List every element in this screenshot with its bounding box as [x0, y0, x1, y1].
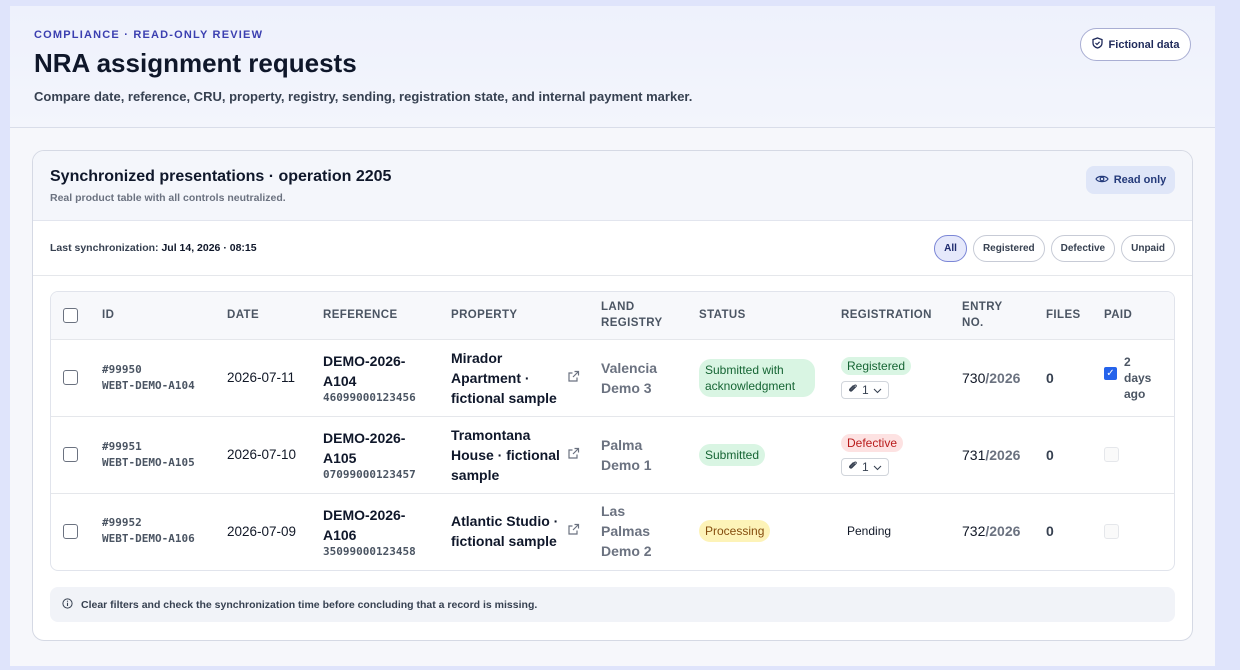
- filter-chips: All Registered Defective Unpaid: [934, 235, 1175, 262]
- row-files: 0: [1046, 523, 1054, 540]
- col-files: FILES: [1046, 292, 1104, 340]
- row-date: 2026-07-09: [227, 523, 297, 539]
- status-badge: Submitted: [699, 443, 766, 466]
- info-notice: Clear filters and check the synchronizat…: [50, 587, 1175, 622]
- row-property: Tramontana House · fictional sample: [451, 426, 560, 483]
- row-checkbox[interactable]: [63, 447, 78, 463]
- info-icon: [62, 597, 73, 612]
- col-land-registry: LAND REGISTRY: [601, 292, 699, 340]
- row-registry: Palma Demo 1: [601, 436, 652, 473]
- registration-badge: Registered: [841, 356, 912, 375]
- attachments-dropdown[interactable]: 1: [841, 380, 889, 399]
- card-title: Synchronized presentations · operation 2…: [50, 168, 392, 185]
- eyebrow-label: COMPLIANCE · READ-ONLY REVIEW: [34, 29, 264, 41]
- eye-icon: [1095, 174, 1109, 187]
- presentations-card: Synchronized presentations · operation 2…: [32, 150, 1193, 641]
- attachments-count: 1: [862, 382, 869, 397]
- col-entry-no: ENTRY NO.: [962, 292, 1046, 340]
- sync-info: Last synchronization: Jul 14, 2026 · 08:…: [50, 242, 257, 254]
- paid-cell: [1104, 447, 1174, 462]
- sync-bar: Last synchronization: Jul 14, 2026 · 08:…: [33, 221, 1192, 276]
- sync-label: Last synchronization:: [50, 242, 159, 254]
- table-row[interactable]: #99951 WEBT-DEMO-A105 2026-07-10 DEMO-20…: [51, 416, 1174, 493]
- status-badge: Processing: [699, 520, 771, 543]
- paid-cell: ✓ 2 days ago: [1104, 354, 1174, 402]
- filter-defective[interactable]: Defective: [1050, 235, 1116, 262]
- paid-checkbox: [1104, 447, 1119, 462]
- external-link-icon[interactable]: [567, 370, 580, 386]
- attachments-dropdown[interactable]: 1: [841, 457, 889, 476]
- row-checkbox[interactable]: [63, 370, 78, 386]
- notice-text: Clear filters and check the synchronizat…: [81, 598, 538, 611]
- col-status: STATUS: [699, 292, 841, 340]
- chevron-down-icon: [873, 460, 882, 474]
- row-files: 0: [1046, 446, 1054, 463]
- paperclip-icon: [848, 383, 858, 397]
- row-registry: Valencia Demo 3: [601, 359, 658, 396]
- row-entry-no: 730/2026: [962, 369, 1021, 386]
- row-code: WEBT-DEMO-A105: [102, 455, 195, 469]
- paid-checkbox: [1104, 523, 1119, 539]
- row-property: Mirador Apartment · fictional sample: [451, 349, 557, 406]
- row-property: Atlantic Studio · fictional sample: [451, 513, 559, 550]
- row-date: 2026-07-10: [227, 447, 297, 462]
- paid-time: 2 days ago: [1124, 354, 1152, 401]
- registration-badge: Defective: [841, 433, 904, 452]
- row-code: WEBT-DEMO-A104: [102, 378, 195, 392]
- table-row[interactable]: #99950 WEBT-DEMO-A104 2026-07-11 DEMO-20…: [51, 339, 1174, 416]
- row-cru: 46099000123456: [323, 391, 416, 404]
- fictional-data-label: Fictional data: [1108, 38, 1180, 51]
- presentations-table: ID DATE REFERENCE PROPERTY LAND REGISTRY…: [50, 291, 1175, 571]
- paid-checkbox[interactable]: ✓: [1104, 366, 1117, 380]
- paid-cell: [1104, 523, 1174, 539]
- row-reference: DEMO-2026-A106: [323, 506, 406, 543]
- row-id: #99950: [102, 362, 142, 376]
- row-reference: DEMO-2026-A104: [323, 353, 406, 389]
- card-subtitle: Real product table with all controls neu…: [50, 192, 286, 204]
- row-entry-no: 731/2026: [962, 446, 1021, 463]
- fictional-data-badge: Fictional data: [1080, 28, 1191, 61]
- col-reference: REFERENCE: [323, 292, 451, 340]
- registration-badge: Pending: [847, 524, 892, 539]
- paperclip-icon: [848, 460, 858, 474]
- sync-value: Jul 14, 2026 · 08:15: [161, 242, 257, 254]
- row-id: #99951: [102, 439, 142, 453]
- row-date: 2026-07-11: [227, 370, 296, 385]
- col-registration: REGISTRATION: [841, 292, 962, 340]
- row-entry-no: 732/2026: [962, 523, 1021, 540]
- page-header: COMPLIANCE · READ-ONLY REVIEW NRA assign…: [10, 6, 1215, 128]
- table-header-row: ID DATE REFERENCE PROPERTY LAND REGISTRY…: [51, 292, 1174, 340]
- row-cru: 07099000123457: [323, 468, 416, 481]
- table-row[interactable]: #99952 WEBT-DEMO-A106 2026-07-09 DEMO-20…: [51, 493, 1174, 569]
- filter-registered[interactable]: Registered: [972, 235, 1045, 262]
- filter-all[interactable]: All: [934, 235, 967, 262]
- external-link-icon[interactable]: [567, 447, 580, 463]
- row-code: WEBT-DEMO-A106: [102, 532, 195, 546]
- filter-unpaid[interactable]: Unpaid: [1121, 235, 1175, 262]
- status-badge: Submitted with acknowledgment: [699, 358, 815, 397]
- read-only-badge: Read only: [1086, 166, 1175, 194]
- app-frame: COMPLIANCE · READ-ONLY REVIEW NRA assign…: [10, 6, 1215, 666]
- col-id: ID: [102, 292, 227, 340]
- row-registry: Las Palmas Demo 2: [601, 503, 652, 560]
- row-cru: 35099000123458: [323, 544, 416, 558]
- row-id: #99952: [102, 516, 142, 530]
- external-link-icon[interactable]: [567, 523, 580, 539]
- card-header: Synchronized presentations · operation 2…: [33, 151, 1192, 221]
- shield-icon: [1091, 37, 1103, 52]
- row-checkbox[interactable]: [63, 524, 78, 540]
- col-paid: PAID: [1104, 292, 1174, 340]
- attachments-count: 1: [862, 459, 869, 474]
- row-files: 0: [1046, 369, 1054, 386]
- col-property: PROPERTY: [451, 292, 601, 340]
- page-title: NRA assignment requests: [34, 48, 357, 78]
- select-all-checkbox[interactable]: [63, 307, 78, 323]
- col-date: DATE: [227, 292, 323, 340]
- page-subtitle: Compare date, reference, CRU, property, …: [34, 89, 693, 104]
- row-reference: DEMO-2026-A105: [323, 430, 406, 466]
- chevron-down-icon: [873, 383, 882, 397]
- read-only-label: Read only: [1113, 174, 1167, 186]
